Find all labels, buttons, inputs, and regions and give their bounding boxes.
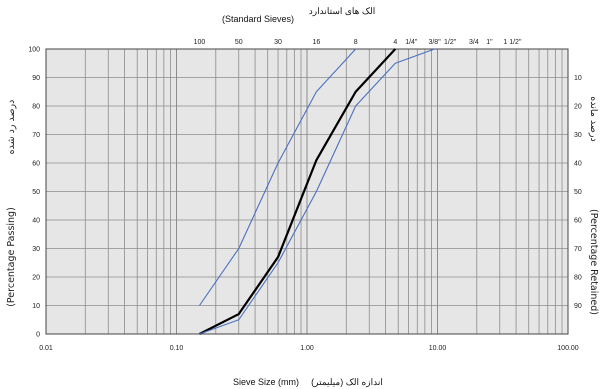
plot-area: 0 10 20 30 40 50 60 70 80 90 100 10 20 30 40 50 60 70 80 90… (28, 39, 582, 352)
sieve-label: 8 (354, 39, 358, 46)
y-tick-label: 60 (32, 161, 40, 168)
y-tick-label: 20 (32, 275, 40, 282)
right-tick-label: 90 (574, 303, 582, 310)
sieve-label: 50 (235, 39, 243, 46)
right-tick-label: 80 (574, 275, 582, 282)
x-tick-label: 0.01 (39, 345, 53, 352)
y-tick-label: 100 (28, 47, 40, 54)
right-tick-label: 70 (574, 246, 582, 253)
right-tick-label: 30 (574, 132, 582, 139)
x-tick-label: 0.10 (170, 345, 184, 352)
series-line-3 (199, 48, 435, 335)
sieve-label: 1" (486, 39, 493, 46)
x-axis-label-fa: اندازه الک (میلیمتر) (311, 377, 383, 388)
sieve-label: 100 (194, 39, 206, 46)
plot-frame (45, 48, 569, 335)
sieve-label: 3/4 (469, 39, 479, 46)
sieve-label: 1/2" (444, 39, 457, 46)
x-axis-label: Sieve Size (mm) (233, 377, 299, 387)
right-tick-label: 50 (574, 189, 582, 196)
title-top: (Standard Sieves) (222, 14, 294, 24)
y-tick-label: 0 (36, 332, 40, 339)
series-line-1 (199, 48, 357, 306)
y-tick-label: 90 (32, 75, 40, 82)
series-line-2 (198, 48, 397, 335)
y-axis-label-right: (Percentage Retained) (588, 209, 599, 315)
x-tick-label: 100.00 (557, 345, 579, 352)
y-axis-label-left: (Percentage Passing) (6, 207, 17, 307)
right-tick-label: 60 (574, 218, 582, 225)
y-tick-label: 80 (32, 104, 40, 111)
right-tick-label: 20 (574, 104, 582, 111)
x-tick-label: 1.00 (300, 345, 314, 352)
sieve-label: 1/4" (405, 39, 418, 46)
title-top-fa: الک های استاندارد (309, 6, 375, 17)
y-axis-label-right-fa: درصد مانده (588, 96, 599, 141)
y-axis-label-left-fa: درصد رد شده (6, 100, 17, 155)
sieve-label: 3/8" (428, 39, 441, 46)
y-tick-label: 30 (32, 246, 40, 253)
right-tick-label: 10 (574, 75, 582, 82)
y-tick-label: 10 (32, 303, 40, 310)
sieve-label: 16 (312, 39, 320, 46)
right-tick-label: 40 (574, 161, 582, 168)
y-tick-label: 40 (32, 218, 40, 225)
sieve-label: 30 (274, 39, 282, 46)
y-tick-label: 50 (32, 189, 40, 196)
sieve-label: 4 (393, 39, 397, 46)
sieve-label: 1 1/2" (503, 39, 522, 46)
y-tick-label: 70 (32, 132, 40, 139)
x-tick-label: 10.00 (429, 345, 447, 352)
